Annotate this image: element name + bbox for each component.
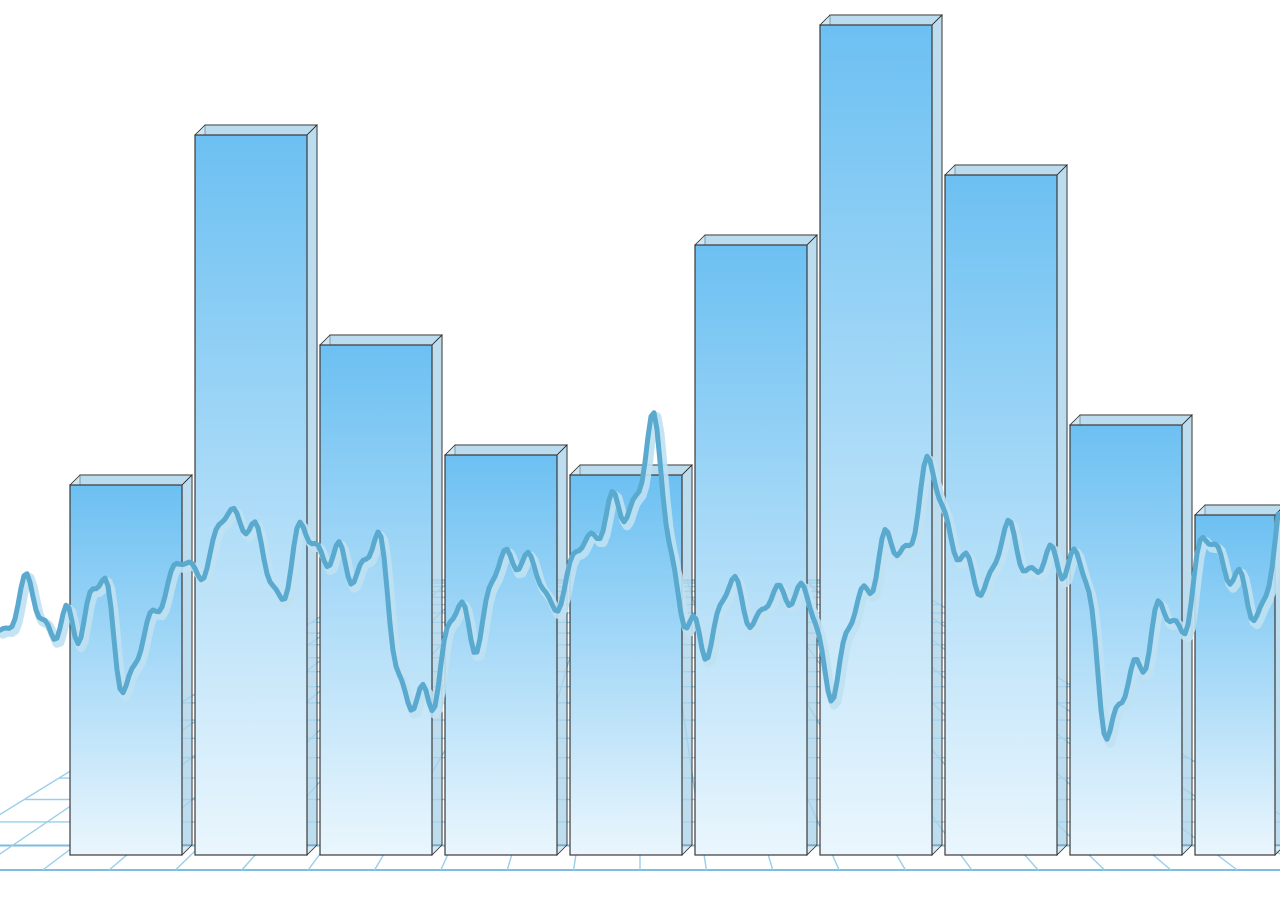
bar — [1195, 505, 1280, 855]
bar — [445, 445, 567, 855]
bar — [70, 475, 192, 855]
bar — [695, 235, 817, 855]
chart-svg — [0, 0, 1280, 905]
bar — [945, 165, 1067, 855]
bar-series — [70, 15, 1280, 855]
bar — [320, 335, 442, 855]
bar — [820, 15, 942, 855]
chart-infographic — [0, 0, 1280, 905]
bar — [1070, 415, 1192, 855]
bar — [195, 125, 317, 855]
